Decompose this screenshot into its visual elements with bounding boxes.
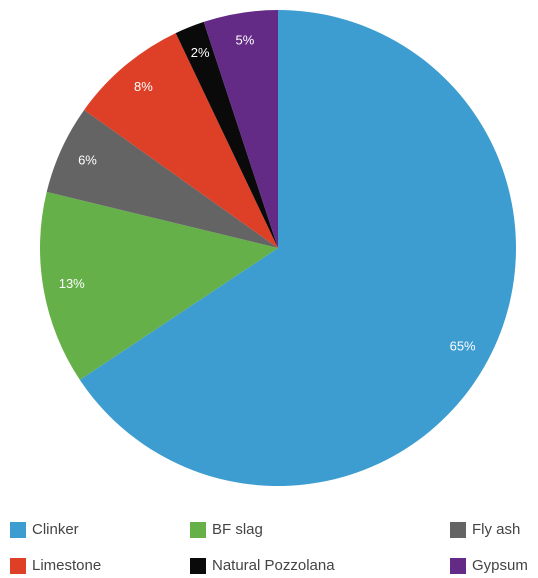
legend-swatch [190, 558, 206, 574]
value-label: 13% [59, 276, 85, 291]
legend-swatch [10, 558, 26, 574]
value-label: 6% [78, 152, 97, 167]
pie-slice [203, 10, 278, 248]
value-label: 8% [134, 79, 153, 94]
legend-swatch [190, 522, 206, 538]
legend-label: Fly ash [472, 521, 520, 538]
legend-swatch [450, 522, 466, 538]
value-label: 2% [191, 45, 210, 60]
pie-slice [46, 109, 278, 248]
legend-swatch [450, 558, 466, 574]
value-label: 65% [450, 338, 476, 353]
pie-slice [175, 21, 278, 249]
legend-label: Natural Pozzolana [212, 557, 335, 574]
legend-label: Gypsum [472, 557, 528, 574]
pie-slice [84, 33, 278, 248]
legend-label: BF slag [212, 521, 263, 538]
legend-label: Clinker [32, 521, 79, 538]
pie-slice [39, 191, 278, 380]
pie-slice [79, 10, 516, 486]
legend-label: Limestone [32, 557, 101, 574]
legend-swatch [10, 522, 26, 538]
value-label: 5% [236, 33, 255, 48]
